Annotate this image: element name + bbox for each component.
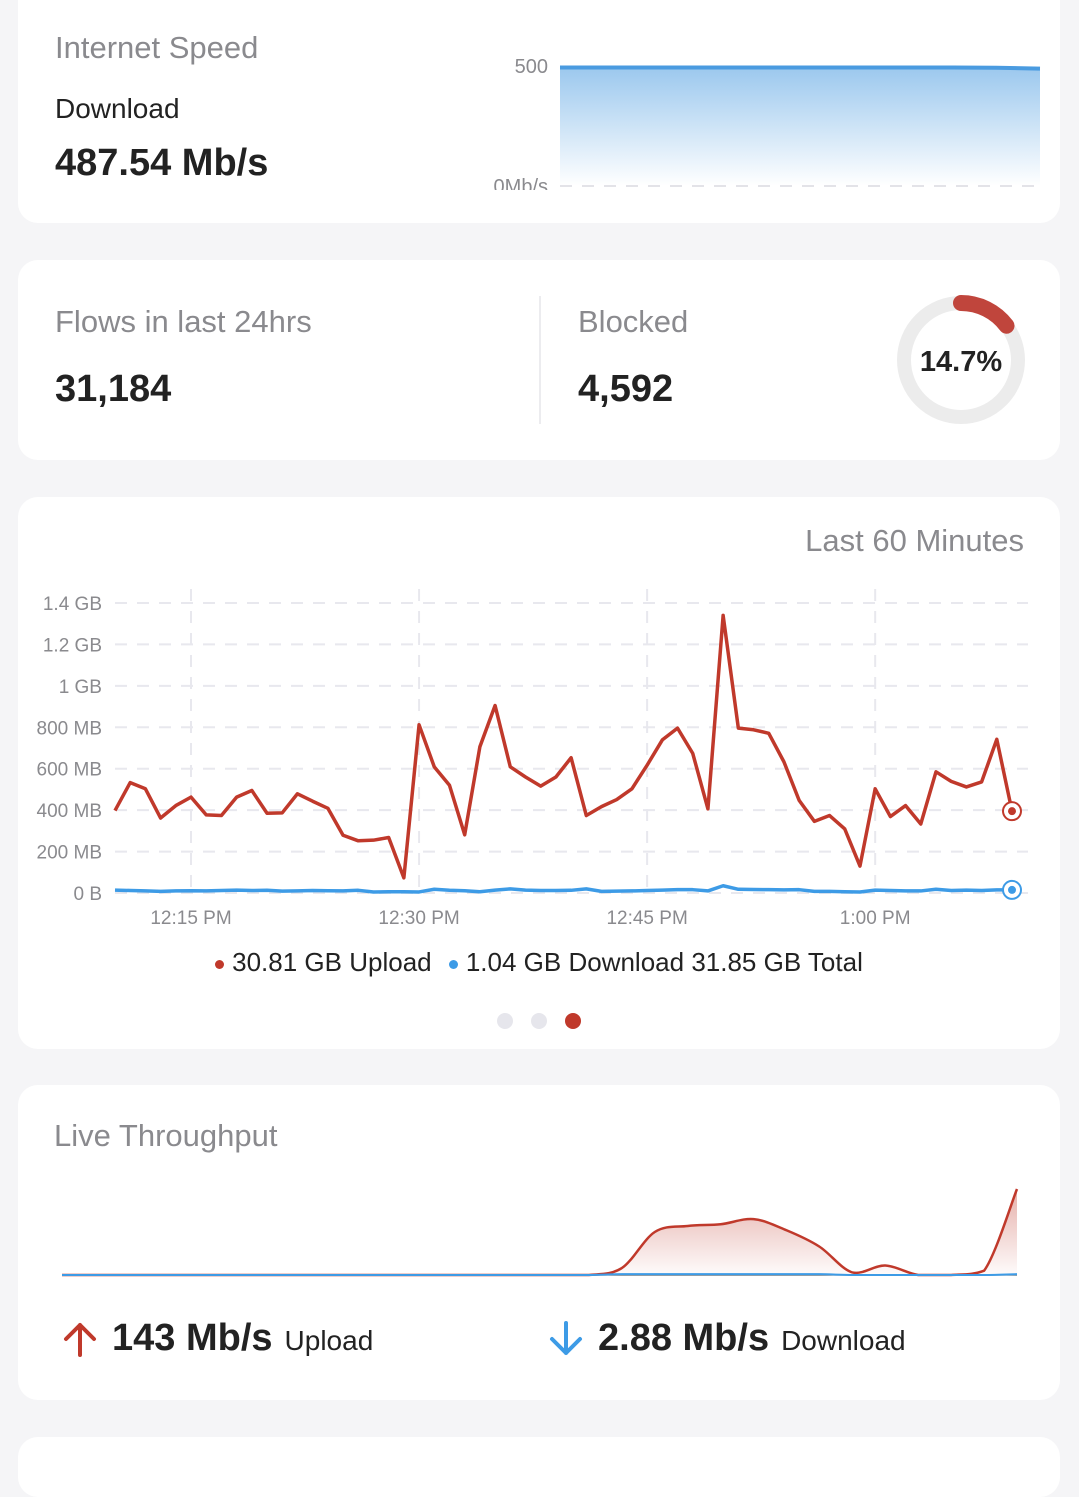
internet-speed-card[interactable]: Internet Speed Download 487.54 Mb/s 500 … [18, 0, 1060, 223]
download-rate-label: Download [781, 1325, 906, 1356]
y-tick-label: 800 MB [37, 718, 102, 739]
speed-sparkline: 500 0Mb/s [494, 56, 1041, 190]
page-dot[interactable] [531, 1013, 547, 1029]
chart-legend: 30.81 GB Upload 1.04 GB Download 31.85 G… [18, 947, 1060, 978]
x-tick-label: 12:45 PM [606, 908, 687, 929]
legend-upload: 30.81 GB Upload [232, 947, 432, 977]
legend-download-dot [448, 959, 458, 969]
legend-download: 1.04 GB Download [465, 947, 685, 977]
live-throughput-chart [62, 1188, 1019, 1277]
flows-value: 31,184 [55, 368, 172, 410]
blocked-percent: 14.7% [920, 346, 1002, 378]
y-tick-label: 0 B [73, 884, 102, 905]
internet-speed-title: Internet Speed [55, 30, 259, 65]
page-indicator [18, 1013, 1060, 1029]
x-tick-label: 12:30 PM [378, 908, 459, 929]
page-dot[interactable] [565, 1013, 581, 1029]
upload-line [62, 1188, 1019, 1277]
speed-line [560, 65, 1041, 71]
upload-rate-label: Upload [284, 1325, 374, 1356]
divider [539, 296, 541, 424]
arrow-down-icon [550, 1320, 582, 1355]
download-rate: 2.88 Mb/s [598, 1317, 770, 1359]
series-line-download [114, 884, 1012, 894]
y-tick-label: 1 GB [59, 677, 102, 698]
blocked-gauge: 14.7% [896, 295, 1026, 425]
upload-rate: 143 Mb/s [112, 1317, 273, 1359]
y-tick-label: 1.2 GB [43, 635, 102, 656]
series-end-dot [1008, 885, 1016, 894]
x-tick-label: 12:15 PM [150, 908, 231, 929]
series-end-dot [1008, 807, 1016, 816]
download-label: Download [55, 93, 180, 124]
speed-area [560, 67, 1040, 186]
series-line-upload [113, 613, 1014, 880]
live-throughput-card[interactable]: Live Throughput 143 Mb/s Upload 2.88 Mb/… [18, 1085, 1060, 1400]
blocked-title: Blocked [578, 304, 689, 339]
gauge-arc [896, 295, 1026, 425]
flows-title: Flows in last 24hrs [55, 304, 312, 339]
chart-title: Last 60 Minutes [805, 523, 1024, 558]
upload-stat: 143 Mb/s Upload [60, 1317, 373, 1360]
legend-total: 31.85 GB Total [691, 947, 863, 977]
arrow-up-icon [64, 1322, 96, 1357]
upload-area [62, 1189, 1017, 1275]
y-tick-label: 200 MB [37, 843, 102, 864]
blocked-value: 4,592 [578, 368, 674, 410]
speed-y-bottom-label: 0Mb/s [494, 176, 548, 190]
y-tick-label: 1.4 GB [43, 594, 102, 615]
y-tick-label: 600 MB [37, 760, 102, 781]
traffic-chart-card[interactable]: Last 60 Minutes 0 B 200 MB 400 MB 600 MB 800… [18, 497, 1060, 1049]
next-card[interactable] [18, 1437, 1060, 1497]
download-stat: 2.88 Mb/s Download [546, 1317, 906, 1360]
page-dot[interactable] [497, 1013, 513, 1029]
legend-upload-dot [215, 959, 225, 969]
live-title: Live Throughput [54, 1118, 278, 1153]
speed-y-top-label: 500 [515, 56, 548, 78]
download-speed-value: 487.54 Mb/s [55, 142, 269, 184]
traffic-line-chart: 0 B 200 MB 400 MB 600 MB 800 MB 1 GB 1.2 GB 1.4… [37, 589, 1028, 929]
flows-card[interactable]: Flows in last 24hrs 31,184 Blocked 4,592… [18, 260, 1060, 460]
download-line [62, 1273, 1018, 1276]
y-tick-label: 400 MB [37, 801, 102, 822]
x-tick-label: 1:00 PM [840, 908, 911, 929]
